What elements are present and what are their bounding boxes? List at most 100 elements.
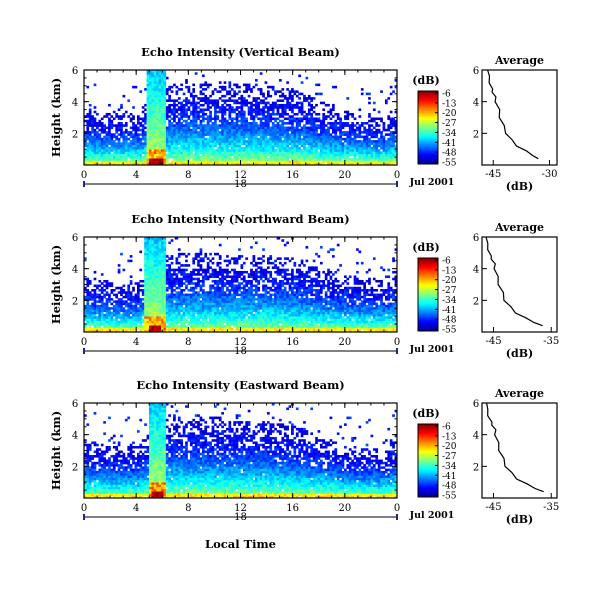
avg-x-tick-label: -35 xyxy=(543,502,559,513)
y-tick-label: 6 xyxy=(72,399,78,410)
avg-x-tick-label: -45 xyxy=(485,336,501,347)
x-tick-label: 0 xyxy=(81,337,87,348)
x-tick-label: 0 xyxy=(81,170,87,181)
x-tick-label: 8 xyxy=(185,170,191,181)
avg-x-axis-label: (dB) xyxy=(506,347,533,360)
colorbar-tick-label: -6 xyxy=(442,257,451,267)
avg-x-axis-label: (dB) xyxy=(506,180,533,193)
y-tick-label: 4 xyxy=(72,265,78,276)
average-profile-line xyxy=(487,69,539,160)
y-tick-label: 2 xyxy=(72,129,78,140)
average-title: Average xyxy=(494,387,544,400)
colorbar-tick-label: -41 xyxy=(442,472,457,482)
colorbar-tick-label: -55 xyxy=(442,326,457,336)
x-tick-label: 0 xyxy=(394,170,400,181)
colorbar-tick-label: -13 xyxy=(442,99,457,109)
avg-y-tick-label: 6 xyxy=(473,399,479,410)
heatmap-title: Echo Intensity (Northward Beam) xyxy=(131,212,349,226)
avg-y-tick-label: 6 xyxy=(473,66,479,77)
y-tick-label: 2 xyxy=(72,462,78,473)
colorbar-unit: (dB) xyxy=(412,241,439,254)
x-tick-label: 16 xyxy=(286,170,299,181)
average-frame xyxy=(481,236,558,333)
colorbar-tick-label: -48 xyxy=(442,482,457,492)
average-frame xyxy=(481,69,558,166)
colorbar-tick-label: -20 xyxy=(442,109,457,119)
colorbar-tick-label: -20 xyxy=(442,442,457,452)
colorbar-tick-label: -34 xyxy=(442,296,457,306)
colorbar-tick-label: -55 xyxy=(442,159,457,169)
date-label: Jul 2001 xyxy=(409,177,455,188)
x-tick-label: 20 xyxy=(338,337,351,348)
heatmap-title: Echo Intensity (Eastward Beam) xyxy=(136,378,344,392)
heatmap-cells xyxy=(84,70,398,166)
avg-y-tick-label: 2 xyxy=(473,462,479,473)
colorbar-tick-label: -6 xyxy=(442,90,451,100)
colorbar-tick-label: -27 xyxy=(442,452,457,462)
average-profile-line xyxy=(485,236,543,327)
avg-x-tick-label: -30 xyxy=(541,169,557,180)
colorbar-unit: (dB) xyxy=(412,74,439,87)
avg-y-tick-label: 2 xyxy=(473,129,479,140)
x-tick-label: 4 xyxy=(133,503,139,514)
average-title: Average xyxy=(494,221,544,234)
colorbar xyxy=(418,424,438,498)
colorbar-frame xyxy=(417,257,439,332)
avg-y-tick-label: 4 xyxy=(473,431,479,442)
x-tick-label: 12 xyxy=(234,170,247,181)
colorbar-tick-label: -27 xyxy=(442,286,457,296)
colorbar-tick-label: -20 xyxy=(442,276,457,286)
x-tick-label: 0 xyxy=(394,337,400,348)
colorbar-tick-label: -34 xyxy=(442,462,457,472)
avg-y-tick-label: 6 xyxy=(473,233,479,244)
day-label: 18 xyxy=(234,512,247,523)
colorbar-tick-label: -34 xyxy=(442,129,457,139)
heatmap-cells xyxy=(84,237,398,333)
avg-y-tick-label: 4 xyxy=(473,98,479,109)
colorbar-tick-label: -6 xyxy=(442,423,451,433)
date-label: Jul 2001 xyxy=(409,344,455,355)
x-tick-label: 12 xyxy=(234,337,247,348)
avg-x-axis-label: (dB) xyxy=(506,513,533,526)
y-tick-label: 4 xyxy=(72,431,78,442)
avg-y-tick-label: 2 xyxy=(473,296,479,307)
y-tick-label: 6 xyxy=(72,233,78,244)
average-frame xyxy=(481,402,558,499)
x-tick-label: 0 xyxy=(394,503,400,514)
x-tick-label: 4 xyxy=(133,337,139,348)
x-tick-label: 0 xyxy=(81,503,87,514)
colorbar-tick-label: -48 xyxy=(442,316,457,326)
colorbar-frame xyxy=(417,90,439,165)
x-axis-label: Local Time xyxy=(205,537,276,551)
y-axis-label: Height (km) xyxy=(49,245,63,324)
y-tick-label: 2 xyxy=(72,296,78,307)
avg-y-tick-label: 4 xyxy=(473,265,479,276)
average-profile-line xyxy=(486,402,544,493)
x-tick-label: 16 xyxy=(286,337,299,348)
x-tick-label: 20 xyxy=(338,170,351,181)
colorbar-tick-label: -55 xyxy=(442,492,457,502)
y-tick-label: 4 xyxy=(72,98,78,109)
colorbar-tick-label: -41 xyxy=(442,139,457,149)
avg-x-tick-label: -35 xyxy=(543,336,559,347)
average-title: Average xyxy=(494,54,544,67)
colorbar-tick-label: -13 xyxy=(442,432,457,442)
avg-x-tick-label: -45 xyxy=(485,502,501,513)
day-label: 18 xyxy=(234,179,247,190)
heatmap-title: Echo Intensity (Vertical Beam) xyxy=(141,45,340,59)
x-tick-label: 20 xyxy=(338,503,351,514)
colorbar xyxy=(418,91,438,165)
avg-x-tick-label: -45 xyxy=(485,169,501,180)
x-tick-label: 16 xyxy=(286,503,299,514)
date-label: Jul 2001 xyxy=(409,510,455,521)
y-axis-label: Height (km) xyxy=(49,78,63,157)
colorbar-frame xyxy=(417,423,439,498)
y-axis-label: Height (km) xyxy=(49,411,63,490)
colorbar xyxy=(418,258,438,332)
heatmap-cells xyxy=(84,403,398,499)
colorbar-tick-label: -41 xyxy=(442,306,457,316)
colorbar-tick-label: -13 xyxy=(442,266,457,276)
y-tick-label: 6 xyxy=(72,66,78,77)
day-label: 18 xyxy=(234,346,247,357)
